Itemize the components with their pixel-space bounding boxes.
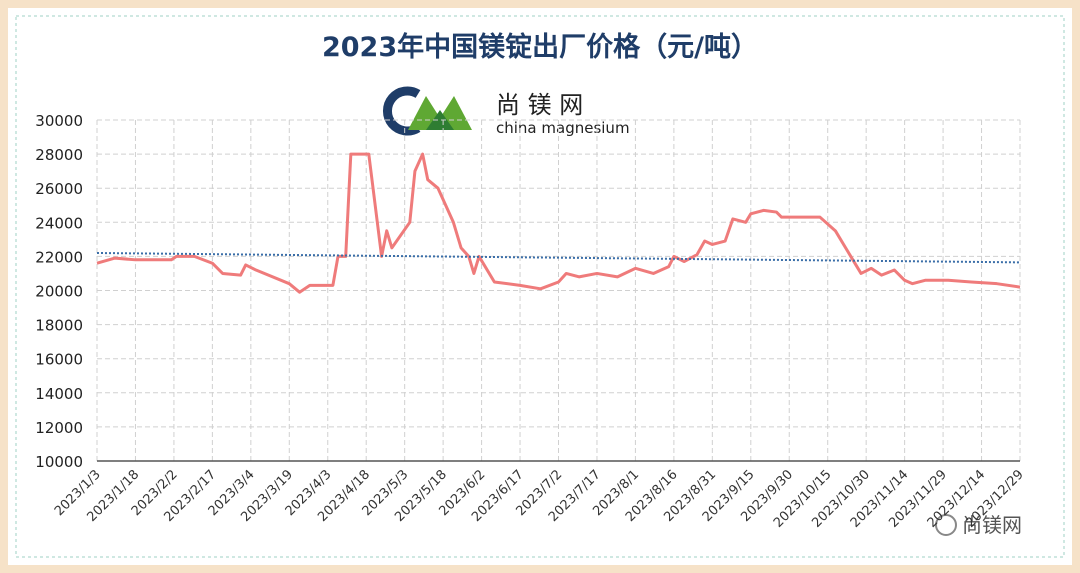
y-tick-label: 24000 xyxy=(35,214,83,232)
y-tick-label: 26000 xyxy=(35,180,83,198)
trend-line xyxy=(96,251,1021,264)
logo-m-inner xyxy=(426,110,454,130)
y-tick-label: 30000 xyxy=(35,112,83,130)
y-tick-label: 16000 xyxy=(35,351,83,369)
y-tick-label: 18000 xyxy=(35,317,83,335)
watermark: 尚镁网 xyxy=(935,513,1022,537)
logo: 尚 镁 网 china magnesium xyxy=(382,86,642,137)
logo-c xyxy=(383,86,421,136)
y-tick-label: 12000 xyxy=(35,419,83,437)
grid xyxy=(96,119,1021,462)
logo-m xyxy=(408,96,472,130)
logo-name: 尚 镁 网 xyxy=(496,91,583,119)
inner-border xyxy=(15,15,1065,558)
y-tick-label: 20000 xyxy=(35,283,83,301)
y-tick-label: 28000 xyxy=(35,146,83,164)
watermark-text: 尚镁网 xyxy=(962,513,1022,537)
price-line xyxy=(96,152,1021,294)
chart-title: 2023年中国镁锭出厂价格（元/吨） xyxy=(322,31,758,63)
y-tick-label: 10000 xyxy=(35,453,83,471)
y-tick-label: 14000 xyxy=(35,385,83,403)
y-tick-label: 22000 xyxy=(35,248,83,266)
logo-subtitle: china magnesium xyxy=(496,119,630,137)
watermark-icon xyxy=(935,514,957,536)
